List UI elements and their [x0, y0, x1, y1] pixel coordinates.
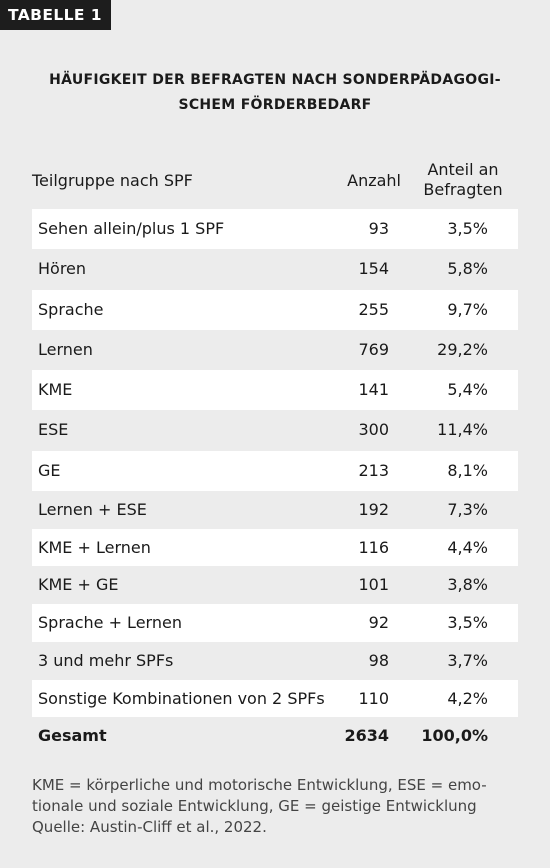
header-count: Anzahl	[347, 171, 401, 190]
cell-count: 213	[358, 460, 389, 480]
cell-group: Sehen allein/plus 1 SPF	[38, 219, 225, 238]
table-row: Sprache + Lernen 92 3,5%	[32, 604, 518, 642]
cell-group: Hören	[38, 259, 87, 279]
header-share-line-1: Anteil an	[427, 160, 499, 179]
total-count: 2634	[344, 726, 389, 746]
table-row: KME 141 5,4%	[32, 370, 518, 411]
cell-group: Sprache	[38, 299, 104, 319]
cell-share: 9,7%	[447, 299, 488, 319]
cell-share: 3,5%	[447, 219, 488, 238]
cell-share: 8,1%	[447, 460, 488, 480]
cell-group: KME	[38, 380, 73, 400]
cell-group: Sonstige Kombinationen von 2 SPFs	[38, 688, 325, 708]
cell-count: 92	[368, 613, 389, 633]
table-row: Lernen + ESE 192 7,3%	[32, 491, 518, 529]
cell-group: Lernen + ESE	[38, 500, 147, 520]
table-row: Sprache 255 9,7%	[32, 289, 518, 330]
cell-count: 154	[358, 259, 389, 279]
table-header: Teilgruppe nach SPF Anzahl Anteil an Bef…	[0, 160, 550, 204]
cell-share: 4,4%	[447, 537, 488, 557]
footnote-line-1: KME = körperliche und motorische Entwick…	[32, 776, 487, 794]
table-footnote: KME = körperliche und motorische Entwick…	[32, 775, 522, 838]
header-share-line-2: Befragten	[423, 180, 503, 199]
cell-count: 116	[358, 537, 389, 557]
cell-share: 7,3%	[447, 500, 488, 520]
table-row: Sehen allein/plus 1 SPF 93 3,5%	[32, 209, 518, 250]
table-row: Hören 154 5,8%	[32, 249, 518, 289]
cell-share: 5,4%	[447, 380, 488, 400]
table-total-row: Gesamt 2634 100,0%	[32, 717, 518, 755]
cell-count: 98	[368, 650, 389, 670]
cell-share: 3,8%	[447, 575, 488, 595]
cell-count: 255	[358, 299, 389, 319]
cell-share: 11,4%	[437, 420, 488, 440]
cell-share: 3,5%	[447, 613, 488, 633]
footnote-source: Quelle: Austin-Cliff et al., 2022.	[32, 818, 267, 836]
cell-count: 141	[358, 380, 389, 400]
cell-count: 300	[358, 420, 389, 440]
cell-share: 4,2%	[447, 688, 488, 708]
cell-share: 5,8%	[447, 259, 488, 279]
cell-group: GE	[38, 460, 61, 480]
cell-share: 3,7%	[447, 650, 488, 670]
table-row: Lernen 769 29,2%	[32, 330, 518, 370]
total-group: Gesamt	[38, 726, 107, 746]
cell-share: 29,2%	[437, 339, 488, 359]
cell-count: 769	[358, 339, 389, 359]
cell-group: KME + GE	[38, 575, 119, 595]
cell-group: KME + Lernen	[38, 537, 151, 557]
cell-count: 93	[368, 219, 389, 238]
cell-count: 192	[358, 500, 389, 520]
cell-count: 101	[358, 575, 389, 595]
table-row: GE 213 8,1%	[32, 450, 518, 492]
table-label-tab: TABELLE 1	[0, 0, 111, 30]
cell-group: Lernen	[38, 339, 93, 359]
table-title-line-2: SCHEM FÖRDERBEDARF	[178, 97, 372, 113]
table-row: KME + Lernen 116 4,4%	[32, 528, 518, 567]
cell-group: Sprache + Lernen	[38, 613, 182, 633]
header-group: Teilgruppe nach SPF	[32, 171, 193, 190]
table-body: Sehen allein/plus 1 SPF 93 3,5% Hören 15…	[32, 209, 518, 755]
table-row: ESE 300 11,4%	[32, 410, 518, 450]
table-title-line-1: HÄUFIGKEIT DER BEFRAGTEN NACH SONDERPÄDA…	[49, 72, 501, 88]
header-share: Anteil an Befragten	[410, 160, 516, 200]
table-title: HÄUFIGKEIT DER BEFRAGTEN NACH SONDERPÄDA…	[0, 68, 550, 118]
table-row: KME + GE 101 3,8%	[32, 566, 518, 604]
cell-group: ESE	[38, 420, 69, 440]
table-row: Sonstige Kombinationen von 2 SPFs 110 4,…	[32, 679, 518, 718]
table-row: 3 und mehr SPFs 98 3,7%	[32, 642, 518, 680]
cell-count: 110	[358, 688, 389, 708]
total-share: 100,0%	[421, 726, 488, 746]
footnote-line-2: tionale und soziale Entwicklung, GE = ge…	[32, 797, 477, 815]
cell-group: 3 und mehr SPFs	[38, 650, 174, 670]
